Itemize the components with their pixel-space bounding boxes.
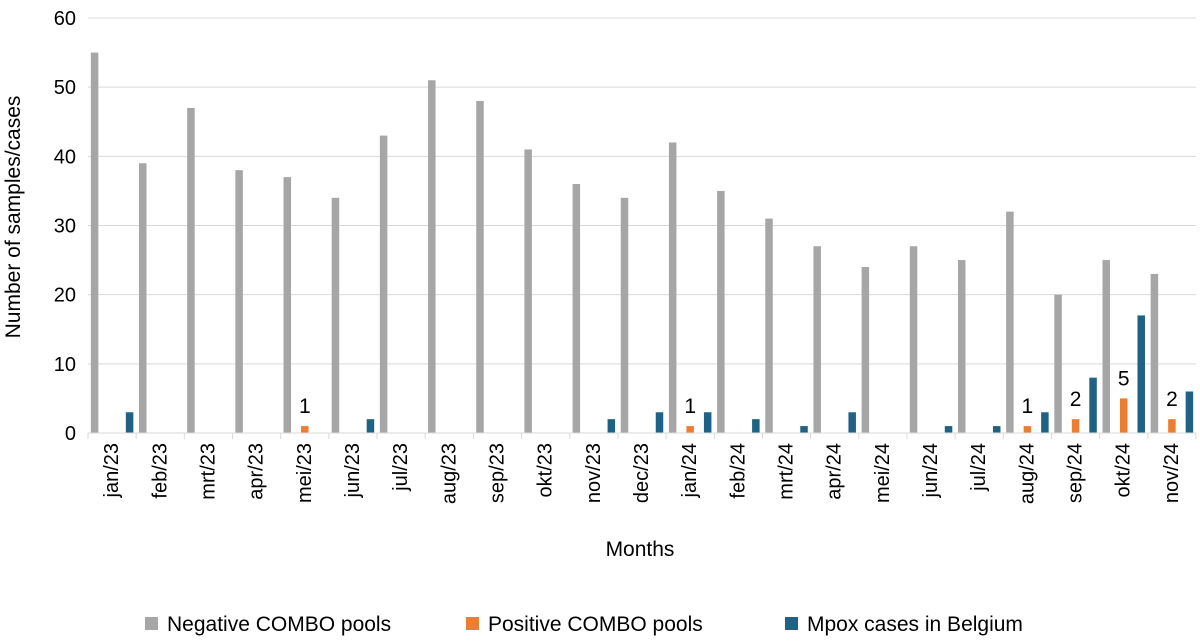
bar (1089, 377, 1097, 433)
x-axis-title: Months (606, 538, 675, 561)
bar (1137, 315, 1145, 433)
bar (717, 190, 725, 433)
y-tick-label: 30 (54, 216, 76, 238)
x-tick-label: feb/24 (727, 443, 749, 499)
y-tick-label: 40 (54, 146, 76, 168)
x-tick-label: jul/24 (968, 443, 990, 492)
bar (1023, 426, 1032, 433)
y-tick-label: 60 (54, 8, 76, 30)
bar (813, 246, 821, 433)
bar (655, 412, 664, 433)
x-tick-label: aug/23 (438, 443, 460, 504)
x-tick-label: nov/24 (1161, 443, 1183, 503)
bar (668, 142, 677, 433)
bar (379, 135, 388, 434)
bar (366, 419, 375, 433)
data-labels: 1 1 1 2 5 2 (299, 367, 1178, 418)
bar (1041, 412, 1049, 433)
bar (235, 170, 243, 433)
bar (752, 419, 760, 433)
y-tick-label: 50 (54, 77, 76, 99)
y-tick-label: 20 (54, 285, 76, 307)
x-tick-label: mei/23 (294, 443, 316, 503)
x-tick-label: nov/23 (583, 443, 605, 503)
y-tick-label: 0 (65, 423, 76, 445)
x-tick-label: aug/24 (1016, 443, 1038, 504)
bar (607, 419, 616, 433)
bar (992, 426, 1001, 433)
x-tick-label: feb/23 (149, 443, 171, 499)
bar (800, 426, 808, 433)
x-tick-label: sep/23 (486, 443, 508, 503)
bar (861, 267, 870, 433)
y-tick-label: 10 (54, 354, 76, 376)
legend-swatch (145, 617, 158, 630)
bar (1168, 419, 1176, 433)
bar (1071, 419, 1080, 433)
x-tick-label: apr/24 (824, 443, 846, 500)
bar (944, 426, 953, 433)
data-label: 1 (1022, 395, 1034, 418)
legend-label: Negative COMBO pools (167, 613, 391, 636)
data-label: 2 (1070, 388, 1082, 411)
data-label: 5 (1118, 367, 1130, 390)
bar (1006, 211, 1014, 433)
bar (125, 412, 134, 433)
x-tick-label: mrt/24 (776, 443, 798, 500)
bar (1054, 294, 1062, 433)
bar (1102, 260, 1110, 433)
legend-label: Mpox cases in Belgium (807, 613, 1023, 636)
x-tick-label: dec/23 (631, 443, 653, 503)
x-tick-label: jan/23 (101, 443, 123, 499)
x-tick-label: okt/23 (535, 443, 557, 497)
x-tick-label: okt/24 (1113, 443, 1135, 497)
legend-swatch (466, 617, 479, 630)
bar (90, 52, 99, 433)
bar (428, 80, 436, 433)
x-tick-label: jun/23 (342, 443, 364, 499)
bar (524, 149, 532, 433)
bar (957, 260, 966, 433)
bar (765, 218, 773, 433)
bar (703, 412, 712, 433)
bar (283, 177, 292, 433)
x-tick-label: jan/24 (679, 443, 701, 499)
data-label: 1 (684, 395, 696, 418)
x-axis-ticks: jan/23 feb/23 mrt/23 apr/23 mei/23 jun/23 jul/… (87, 433, 1197, 504)
x-tick-label: mei/24 (872, 443, 894, 503)
y-axis-ticks: 0 10 20 30 40 50 60 (54, 8, 76, 445)
bar (1119, 398, 1128, 433)
x-tick-label: jul/23 (390, 443, 412, 492)
x-tick-label: sep/24 (1065, 443, 1087, 503)
legend: Negative COMBO pools Positive COMBO pools… (145, 613, 1023, 636)
bar (620, 197, 629, 433)
bar (572, 184, 581, 433)
x-tick-label: jun/24 (920, 443, 942, 499)
legend-label: Positive COMBO pools (488, 613, 703, 636)
bar (686, 426, 694, 433)
bar (1150, 273, 1159, 433)
gridlines (88, 17, 1196, 365)
bar (139, 163, 147, 433)
y-axis-title: Number of samples/cases (2, 96, 25, 339)
bar (476, 101, 484, 433)
legend-swatch (785, 617, 798, 630)
bar (909, 246, 918, 433)
data-label: 1 (299, 395, 311, 418)
bar (301, 426, 309, 433)
data-label: 2 (1166, 388, 1178, 411)
bars (90, 52, 1194, 434)
bar (848, 412, 856, 433)
bar (331, 197, 340, 433)
x-tick-label: mrt/23 (197, 443, 219, 500)
bar (187, 107, 195, 434)
x-tick-label: apr/23 (246, 443, 268, 500)
bar (1185, 391, 1194, 433)
